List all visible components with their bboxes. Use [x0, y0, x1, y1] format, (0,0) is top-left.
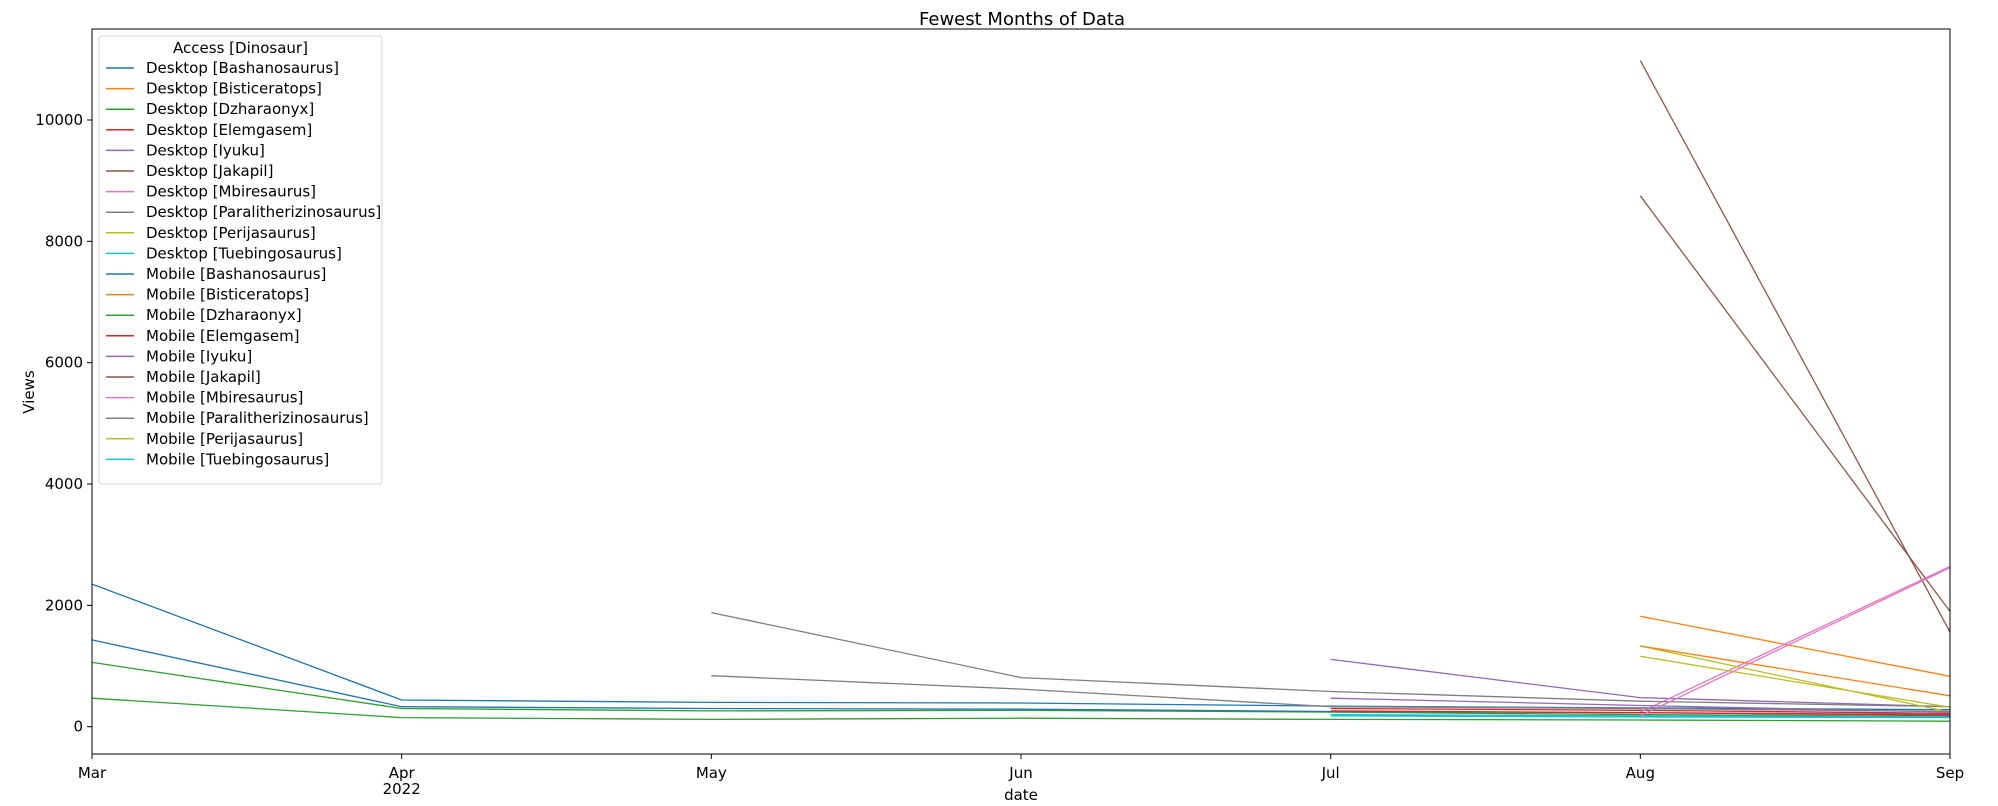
y-tick-label: 2000 — [45, 596, 83, 614]
legend-entry-label: Mobile [Tuebingosaurus] — [146, 450, 329, 468]
series-line-desktop-elemgasem — [1330, 707, 1951, 715]
series-lines — [91, 60, 1951, 722]
legend-entry-label: Mobile [Bisticeratops] — [146, 286, 309, 304]
series-line-desktop-paralitherizinosaurus — [711, 611, 1951, 708]
legend-box — [98, 35, 383, 485]
x-tick-label: Apr — [389, 764, 416, 782]
legend-entry-label: Mobile [Jakapil] — [146, 368, 261, 386]
series-line-mobile-bisticeratops — [1640, 645, 1951, 697]
series-line-desktop-mbiresaurus — [1640, 565, 1951, 713]
series-line-mobile-perijasaurus — [1640, 655, 1951, 708]
y-tick-label: 0 — [73, 718, 83, 736]
series-line-desktop-bisticeratops — [1640, 615, 1951, 677]
series-line-mobile-dzharaonyx — [91, 697, 1951, 722]
legend-entry-label: Desktop [Dzharaonyx] — [146, 100, 314, 118]
legend-entry-label: Desktop [Perijasaurus] — [146, 224, 316, 242]
x-tick-label: Aug — [1626, 764, 1655, 782]
y-tick-label: 4000 — [45, 475, 83, 493]
legend-entry-label: Desktop [Paralitherizinosaurus] — [146, 203, 381, 221]
series-line-desktop-jakapil — [1639, 60, 1951, 633]
legend-entry-label: Mobile [Elemgasem] — [146, 327, 300, 345]
series-line-mobile-tuebingosaurus — [1330, 715, 1951, 719]
chart-title: Fewest Months of Data — [919, 9, 1125, 30]
y-axis-label: Views — [20, 370, 38, 414]
series-line-mobile-paralitherizinosaurus — [711, 675, 1951, 713]
legend-entry-label: Desktop [Elemgasem] — [146, 121, 312, 139]
series-line-desktop-perijasaurus — [1640, 645, 1951, 713]
legend-entry-label: Desktop [Iyuku] — [146, 141, 265, 159]
legend-entry-label: Mobile [Paralitherizinosaurus] — [146, 409, 369, 427]
legend: Access [Dinosaur] Desktop [Bashanosaurus]… — [98, 35, 383, 485]
x-tick-label: Sep — [1936, 764, 1964, 782]
legend-entry-label: Desktop [Bisticeratops] — [146, 80, 322, 98]
legend-entry-label: Mobile [Perijasaurus] — [146, 430, 303, 448]
x-tick-label: Jun — [1008, 764, 1032, 782]
legend-title: Access [Dinosaur] — [173, 39, 308, 57]
legend-entry-label: Mobile [Mbiresaurus] — [146, 389, 303, 407]
y-tick-label: 6000 — [45, 354, 83, 372]
series-line-mobile-elemgasem — [1330, 710, 1951, 716]
series-line-desktop-dzharaonyx — [91, 661, 1951, 718]
series-line-mobile-jakapil — [1639, 195, 1951, 612]
legend-entry-label: Desktop [Bashanosaurus] — [146, 59, 339, 77]
legend-entry-label: Mobile [Dzharaonyx] — [146, 306, 302, 324]
series-line-desktop-iyuku — [1330, 658, 1951, 708]
y-axis: 0 2000 4000 6000 8000 10000 — [35, 111, 92, 736]
legend-entry-label: Desktop [Tuebingosaurus] — [146, 244, 342, 262]
legend-entry-label: Desktop [Mbiresaurus] — [146, 183, 316, 201]
legend-entry-label: Desktop [Jakapil] — [146, 162, 273, 180]
series-line-mobile-mbiresaurus — [1640, 567, 1951, 717]
legend-entry-label: Mobile [Bashanosaurus] — [146, 265, 326, 283]
x-axis-label: date — [1004, 786, 1038, 804]
x-tick-label: Mar — [78, 764, 107, 782]
y-tick-label: 10000 — [35, 111, 83, 129]
y-tick-label: 8000 — [45, 232, 83, 250]
x-tick-sublabel: 2022 — [383, 780, 421, 798]
x-tick-label: Jul — [1321, 764, 1340, 782]
legend-entry-label: Mobile [Iyuku] — [146, 347, 252, 365]
x-tick-label: May — [696, 764, 727, 782]
